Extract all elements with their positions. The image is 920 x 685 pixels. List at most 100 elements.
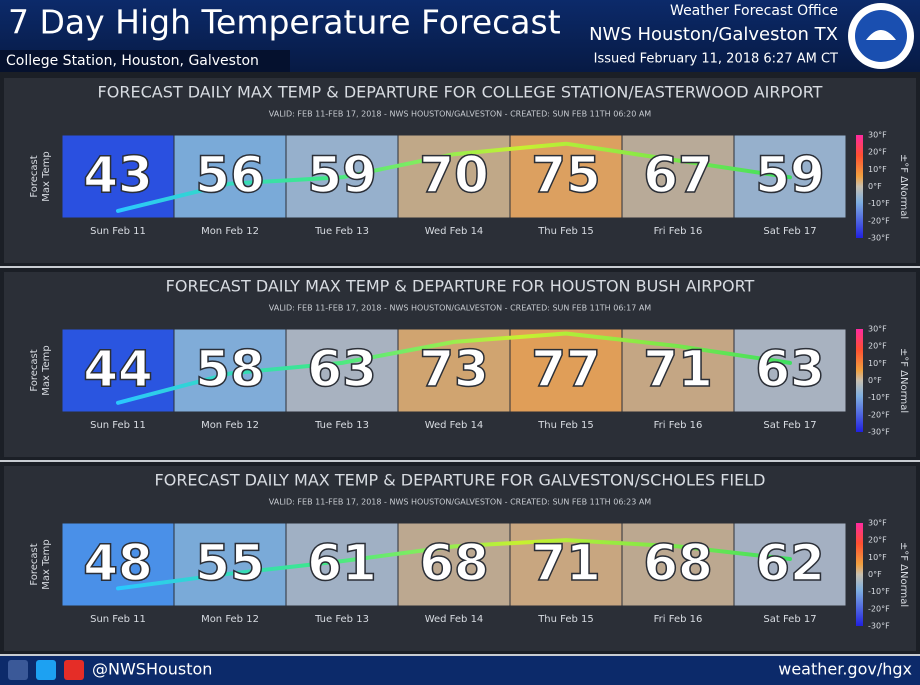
panel-title: FORECAST DAILY MAX TEMP & DEPARTURE FOR … bbox=[155, 471, 766, 490]
day-label: Sun Feb 11 bbox=[90, 226, 146, 237]
day-cell bbox=[733, 328, 847, 413]
panel-valid: VALID: FEB 11-FEB 17, 2018 - NWS HOUSTON… bbox=[269, 304, 652, 313]
day-label: Wed Feb 14 bbox=[425, 226, 484, 237]
legend-tick: 10°F bbox=[868, 165, 887, 174]
temperature: 58 bbox=[195, 340, 265, 398]
temperature: 68 bbox=[643, 534, 713, 592]
title: 7 Day High Temperature Forecast bbox=[8, 3, 561, 42]
day-label: Thu Feb 15 bbox=[537, 614, 594, 625]
legend-label: ±°F ΔNormal bbox=[898, 154, 909, 219]
temperature: 68 bbox=[419, 534, 489, 592]
office: Weather Forecast Office bbox=[670, 3, 838, 19]
footer bbox=[0, 655, 920, 685]
legend-label: ±°F ΔNormal bbox=[898, 348, 909, 413]
temperature: 75 bbox=[531, 146, 601, 204]
temperature: 71 bbox=[531, 534, 601, 592]
legend-tick: 0°F bbox=[868, 570, 882, 579]
twitter-icon[interactable] bbox=[36, 660, 56, 680]
day-label: Mon Feb 12 bbox=[201, 226, 259, 237]
nws-logo-cloud bbox=[866, 30, 896, 40]
day-cell bbox=[509, 328, 623, 413]
office-name: NWS Houston/Galveston TX bbox=[589, 24, 838, 45]
temperature: 67 bbox=[643, 146, 713, 204]
day-label: Mon Feb 12 bbox=[201, 614, 259, 625]
legend-label: ±°F ΔNormal bbox=[898, 542, 909, 607]
temperature: 55 bbox=[195, 534, 265, 592]
legend-tick: -10°F bbox=[868, 393, 890, 402]
panel-title: FORECAST DAILY MAX TEMP & DEPARTURE FOR … bbox=[166, 277, 755, 296]
day-label: Sun Feb 11 bbox=[90, 614, 146, 625]
youtube-icon[interactable] bbox=[64, 660, 84, 680]
day-label: Tue Feb 13 bbox=[314, 614, 369, 625]
day-cell bbox=[173, 134, 287, 219]
facebook-icon[interactable] bbox=[8, 660, 28, 680]
legend-tick: -30°F bbox=[868, 622, 890, 631]
day-label: Thu Feb 15 bbox=[537, 226, 594, 237]
legend-tick: -10°F bbox=[868, 199, 890, 208]
panel-valid: VALID: FEB 11-FEB 17, 2018 - NWS HOUSTON… bbox=[269, 110, 652, 119]
panel-title: FORECAST DAILY MAX TEMP & DEPARTURE FOR … bbox=[98, 83, 823, 102]
y-label: Max Temp bbox=[41, 539, 52, 590]
temperature: 71 bbox=[643, 340, 713, 398]
legend-tick: 10°F bbox=[868, 359, 887, 368]
day-label: Wed Feb 14 bbox=[425, 420, 484, 431]
day-label: Fri Feb 16 bbox=[654, 420, 703, 431]
day-cell bbox=[733, 522, 847, 607]
temperature: 62 bbox=[755, 534, 825, 592]
legend-tick: 30°F bbox=[868, 519, 887, 528]
day-cell bbox=[621, 522, 735, 607]
temperature: 59 bbox=[307, 146, 377, 204]
legend-tick: -30°F bbox=[868, 428, 890, 437]
legend-tick: -20°F bbox=[868, 410, 890, 419]
legend-tick: -20°F bbox=[868, 604, 890, 613]
day-cell bbox=[285, 328, 399, 413]
legend-tick: 30°F bbox=[868, 131, 887, 140]
temperature: 73 bbox=[419, 340, 489, 398]
y-label: Forecast bbox=[29, 543, 40, 585]
day-cell bbox=[61, 328, 175, 413]
url[interactable]: weather.gov/hgx bbox=[778, 660, 912, 679]
day-cell bbox=[61, 134, 175, 219]
legend-tick: -30°F bbox=[868, 234, 890, 243]
handle[interactable]: @NWSHouston bbox=[92, 660, 212, 679]
day-label: Mon Feb 12 bbox=[201, 420, 259, 431]
trend-line bbox=[116, 331, 792, 405]
temperature: 43 bbox=[83, 146, 153, 204]
legend-tick: -20°F bbox=[868, 216, 890, 225]
day-cell bbox=[509, 522, 623, 607]
day-cell bbox=[61, 522, 175, 607]
day-label: Tue Feb 13 bbox=[314, 420, 369, 431]
legend-tick: -10°F bbox=[868, 587, 890, 596]
day-cell bbox=[397, 522, 511, 607]
region: College Station, Houston, Galveston bbox=[6, 53, 259, 69]
day-label: Fri Feb 16 bbox=[654, 226, 703, 237]
region-box bbox=[0, 50, 290, 72]
y-label: Max Temp bbox=[41, 151, 52, 202]
y-label: Max Temp bbox=[41, 345, 52, 396]
temperature: 61 bbox=[307, 534, 377, 592]
legend-tick: 10°F bbox=[868, 553, 887, 562]
issued: Issued February 11, 2018 6:27 AM CT bbox=[594, 52, 838, 67]
day-label: Sun Feb 11 bbox=[90, 420, 146, 431]
day-label: Sat Feb 17 bbox=[763, 614, 816, 625]
legend-bar bbox=[856, 523, 863, 626]
temperature: 63 bbox=[307, 340, 377, 398]
trend-line bbox=[116, 141, 792, 213]
temperature: 44 bbox=[83, 340, 153, 398]
legend-tick: 20°F bbox=[868, 148, 887, 157]
legend-tick: 0°F bbox=[868, 376, 882, 385]
day-label: Tue Feb 13 bbox=[314, 226, 369, 237]
day-label: Sat Feb 17 bbox=[763, 420, 816, 431]
legend-tick: 20°F bbox=[868, 342, 887, 351]
temperature: 63 bbox=[755, 340, 825, 398]
legend-tick: 30°F bbox=[868, 325, 887, 334]
legend-tick: 20°F bbox=[868, 536, 887, 545]
trend-line bbox=[116, 538, 792, 591]
day-label: Sat Feb 17 bbox=[763, 226, 816, 237]
temperature: 70 bbox=[419, 146, 489, 204]
day-label: Thu Feb 15 bbox=[537, 420, 594, 431]
temperature: 48 bbox=[83, 534, 153, 592]
day-cell bbox=[173, 522, 287, 607]
panel-valid: VALID: FEB 11-FEB 17, 2018 - NWS HOUSTON… bbox=[269, 498, 652, 507]
